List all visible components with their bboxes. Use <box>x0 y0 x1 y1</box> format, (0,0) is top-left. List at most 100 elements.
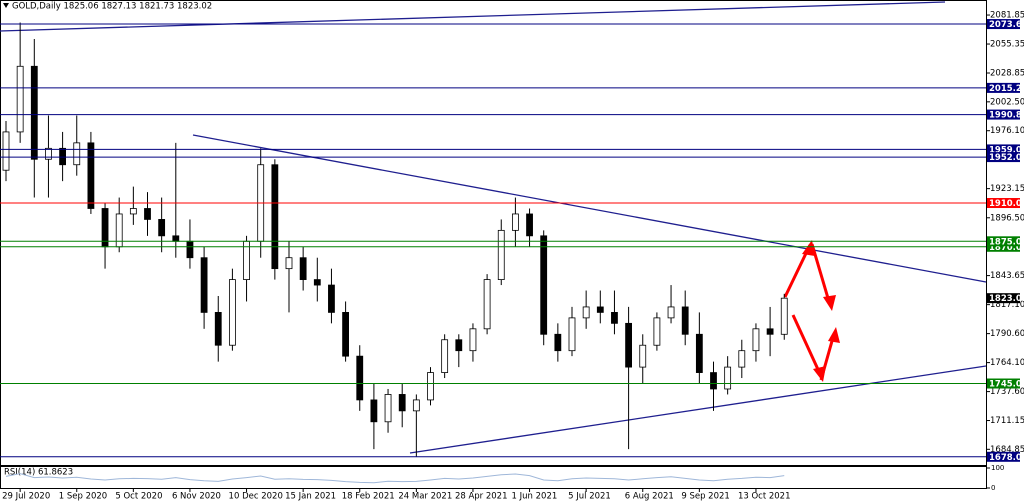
level-box <box>987 241 1020 252</box>
y-tick-label: 100 <box>991 464 1004 472</box>
candle-body <box>328 284 335 313</box>
level-box <box>987 19 1020 30</box>
candle-body <box>441 339 449 373</box>
chart-title: GOLD,Daily 1825.06 1827.13 1821.73 1823.… <box>12 2 212 12</box>
main-frame <box>0 0 987 466</box>
candle-body <box>384 394 392 423</box>
candle-body <box>412 399 420 412</box>
y-tick-label: 2028.85 <box>990 69 1024 79</box>
level-label: 1745.00 <box>989 380 1024 390</box>
candle-body <box>356 355 364 401</box>
rsi-title: RSI(14) 61.8623 <box>4 468 73 478</box>
level-label: 1823.02 <box>989 294 1024 304</box>
x-tick-label: 1 Jun 2021 <box>512 492 558 501</box>
level-box <box>987 293 1020 304</box>
x-tick-label: 15 Jan 2021 <box>285 492 336 501</box>
candle-body <box>200 257 208 313</box>
y-tick-label: 1896.50 <box>990 213 1024 223</box>
candle-body <box>667 306 675 319</box>
trendline <box>409 365 987 454</box>
level-box <box>987 82 1020 93</box>
level-box <box>987 236 1020 247</box>
candle-body <box>512 213 519 231</box>
y-tick-label: 1764.10 <box>990 358 1024 368</box>
y-tick-label: 2081.85 <box>990 11 1024 21</box>
y-tick-label: 1737.60 <box>990 387 1024 397</box>
y-tick-label: 1790.60 <box>990 329 1024 339</box>
y-tick-label: 1923.15 <box>990 184 1024 194</box>
level-box <box>987 109 1020 120</box>
candle-body <box>158 219 166 237</box>
arrow-head <box>828 327 840 343</box>
x-tick-label: 10 Dec 2020 <box>229 492 283 501</box>
candle-body <box>228 279 236 346</box>
candle-body <box>611 312 618 324</box>
rsi-line <box>5 473 785 484</box>
x-tick-label: 5 Oct 2020 <box>115 492 162 501</box>
level-label: 1678.00 <box>989 453 1024 463</box>
candle-body <box>540 235 548 335</box>
level-box <box>987 152 1020 163</box>
candle-body <box>342 312 350 357</box>
y-tick-label: 1976.10 <box>990 126 1024 136</box>
rsi-frame <box>0 466 987 489</box>
candle-body <box>582 306 590 319</box>
candle-body <box>497 229 505 280</box>
level-label: 1875.00 <box>989 237 1024 247</box>
trendlines <box>0 1 987 454</box>
candle-body <box>625 322 632 368</box>
level-box <box>987 144 1020 155</box>
candle-body <box>780 297 788 335</box>
x-tick-label: 24 Mar 2021 <box>398 492 452 501</box>
x-tick-label: 9 Sep 2021 <box>681 492 729 501</box>
trendline <box>192 134 987 283</box>
level-label: 1910.00 <box>989 199 1024 209</box>
title-icon <box>3 3 9 8</box>
candle-body <box>45 147 52 160</box>
candle-body <box>214 312 222 346</box>
candle-body <box>370 399 378 423</box>
candle-body <box>455 339 463 352</box>
y-tick-label: 1711.15 <box>990 416 1024 426</box>
x-tick-label: 6 Aug 2021 <box>625 492 674 501</box>
y-tick-label: 1817.10 <box>990 300 1024 310</box>
y-tick-label: 2002.50 <box>990 97 1024 107</box>
candle-body <box>115 213 123 248</box>
y-tick-label: 1684.85 <box>990 445 1024 455</box>
candle-body <box>427 372 434 401</box>
level-box <box>987 378 1020 389</box>
arrow <box>791 314 823 377</box>
level-label: 1959.00 <box>989 145 1024 155</box>
candle-body <box>738 350 746 368</box>
candle-body <box>172 235 180 242</box>
level-label: 2073.61 <box>989 20 1024 30</box>
x-tick-label: 5 Jul 2021 <box>568 492 611 501</box>
candle-body <box>129 208 137 215</box>
candle-body <box>695 333 703 373</box>
level-label: 1870.00 <box>989 243 1024 253</box>
candle-body <box>398 394 406 412</box>
candle-body <box>16 65 24 133</box>
candle-body <box>483 279 491 330</box>
candle-body <box>766 328 774 335</box>
arrow <box>819 333 836 381</box>
candle-body <box>30 65 38 160</box>
arrow <box>810 243 832 306</box>
arrow-head <box>823 295 836 311</box>
x-tick-label: 13 Oct 2021 <box>738 492 791 501</box>
candle-body <box>724 366 732 390</box>
level-label: 1990.86 <box>989 111 1024 121</box>
candle-body <box>299 257 307 280</box>
candle-body <box>596 306 604 313</box>
candle-body <box>526 213 533 237</box>
candle-body <box>59 147 66 166</box>
arrow-head <box>802 240 815 256</box>
candle-body <box>681 306 689 335</box>
candle-body <box>285 257 293 270</box>
candle-body <box>710 372 717 390</box>
y-tick-label: 0 <box>991 484 995 492</box>
candle-body <box>653 317 661 346</box>
y-tick-label: 1843.65 <box>990 271 1024 281</box>
level-box <box>987 198 1020 209</box>
level-box <box>987 451 1020 462</box>
